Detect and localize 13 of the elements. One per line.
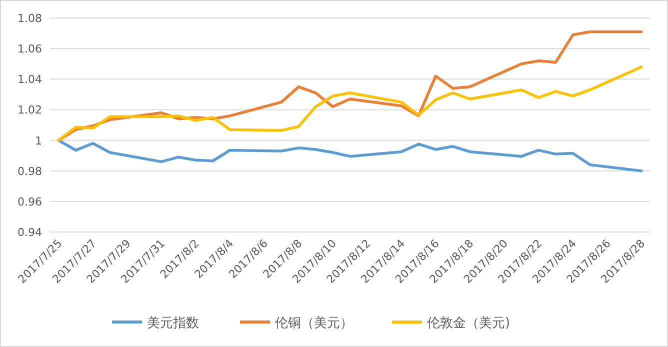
y-tick-label: 0.96 (18, 195, 42, 208)
legend-label: 美元指数 (147, 315, 199, 331)
line-series (57, 138, 643, 172)
y-tick-label: 1.08 (18, 12, 42, 25)
line-series (57, 66, 643, 142)
y-tick-label: 1 (35, 134, 42, 148)
y-tick-label: 1.06 (18, 42, 42, 56)
legend-label: 伦铜（美元） (275, 315, 353, 331)
legend-label: 伦敦金（美元) (427, 315, 510, 331)
y-tick-label: 1.02 (18, 104, 42, 117)
y-tick-label: 1.04 (18, 73, 42, 86)
y-tick-label: 0.94 (18, 226, 42, 239)
y-tick-label: 0.98 (18, 164, 42, 178)
